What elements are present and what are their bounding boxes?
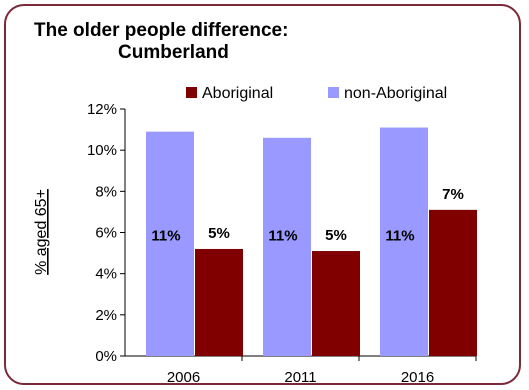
y-axis-label: % aged 65+ (33, 189, 50, 275)
bar-aboriginal (312, 251, 360, 356)
x-tick-label: 2016 (401, 369, 434, 386)
data-label-non-aboriginal: 11% (151, 228, 180, 245)
x-tick-label: 2011 (284, 369, 316, 386)
bar-non-aboriginal (380, 127, 428, 357)
bar-aboriginal (429, 209, 477, 356)
bar-non-aboriginal (146, 131, 194, 356)
y-tick-label: 0% (95, 348, 117, 365)
data-label-non-aboriginal: 11% (268, 228, 297, 245)
y-tick-label: 2% (95, 307, 117, 324)
data-label-aboriginal: 5% (325, 227, 347, 244)
y-tick-label: 10% (87, 142, 117, 159)
y-tick-label: 8% (95, 183, 117, 200)
chart-title-line-1: The older people difference: (34, 20, 289, 41)
y-tick-label: 6% (95, 225, 117, 242)
y-tick-label: 12% (87, 101, 117, 118)
bar-aboriginal (195, 248, 243, 356)
legend-label: Aboriginal (202, 85, 273, 102)
legend-swatch (186, 87, 197, 98)
y-tick-label: 4% (95, 266, 117, 283)
data-label-aboriginal: 5% (208, 225, 230, 242)
chart-title-line-2: Cumberland (118, 42, 229, 63)
chart-title: The older people difference: Cumberland (34, 20, 288, 64)
bar-non-aboriginal (263, 137, 311, 356)
legend-label: non-Aboriginal (344, 85, 447, 102)
data-label-aboriginal: 7% (442, 186, 464, 203)
x-tick-label: 2006 (167, 369, 200, 386)
data-label-non-aboriginal: 11% (385, 228, 414, 245)
legend-swatch (328, 87, 339, 98)
